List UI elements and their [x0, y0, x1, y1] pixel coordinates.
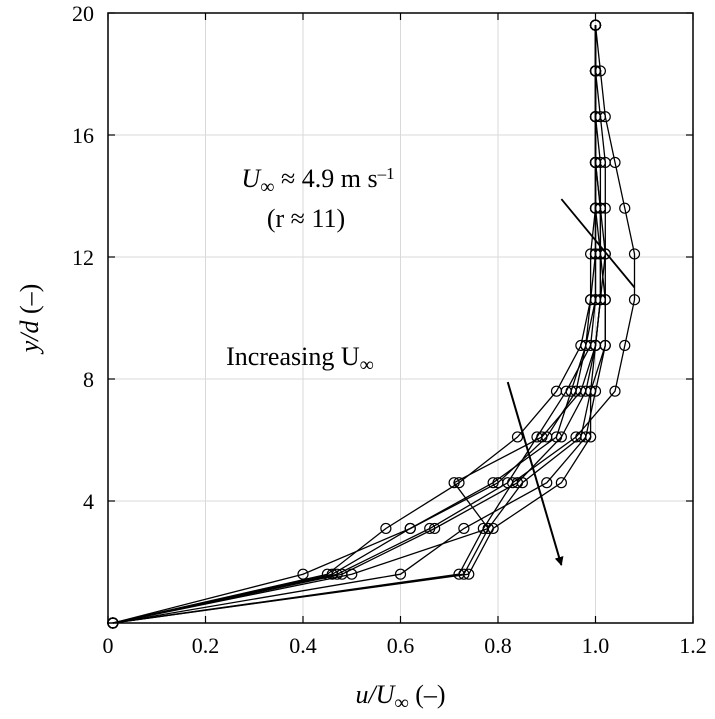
x-axis-label-tail: (–) — [409, 680, 446, 709]
y-tick-label-3: 16 — [72, 123, 94, 148]
series-line-0 — [112, 25, 597, 624]
x-tick-label-4: 0.8 — [484, 633, 512, 658]
annotation-u-inf: U∞ ≈ 4.9 m s–1 (r ≈ 11) — [241, 164, 636, 289]
series-line-9 — [112, 25, 606, 624]
series-line-3 — [112, 25, 597, 624]
x-tick-label-5: 1.0 — [582, 633, 610, 658]
series-9-point-12 — [589, 65, 602, 77]
annotation-u-inf-leader — [560, 198, 636, 289]
annotation-u-inf-main: U — [241, 164, 262, 193]
x-axis-label: u/U∞ (–) — [355, 680, 445, 714]
x-axis-label-sub: ∞ — [394, 692, 408, 714]
series-line-6 — [112, 25, 606, 624]
series-9-point-9 — [599, 202, 611, 214]
annotation-u-inf-line2: (r ≈ 11) — [267, 204, 345, 233]
y-tick-label-1: 8 — [83, 367, 94, 392]
annotation-u-inf-sub: ∞ — [260, 176, 274, 198]
series-7-point-8 — [628, 248, 641, 260]
annotation-increasing: Increasing U∞ — [226, 342, 564, 566]
series-4 — [107, 19, 606, 629]
series-7-point-3 — [507, 477, 519, 489]
series-layer — [107, 19, 641, 629]
annotation-u-inf-line1: U∞ ≈ 4.9 m s–1 — [241, 164, 394, 198]
annotation-increasing-sub: ∞ — [360, 354, 374, 376]
x-tick-label-2: 0.4 — [289, 633, 317, 658]
x-tick-label-6: 1.2 — [679, 633, 707, 658]
series-9-point-5 — [575, 385, 587, 397]
series-5 — [107, 19, 606, 629]
series-7-point-5 — [609, 385, 621, 397]
series-8-point-4 — [585, 431, 597, 443]
series-6-point-3 — [541, 477, 553, 489]
series-line-8 — [112, 25, 606, 624]
x-tick-label-0: 0 — [103, 633, 114, 658]
series-9-point-3 — [448, 477, 460, 489]
series-6-point-1 — [394, 568, 407, 580]
series-9-point-7 — [594, 294, 606, 306]
y-axis-label: y/d (–) — [15, 284, 44, 356]
series-line-7 — [112, 25, 636, 624]
annotation-u-inf-tail: ≈ 4.9 m s — [274, 164, 377, 193]
series-8-point-3 — [555, 477, 567, 489]
series-7-point-9 — [619, 202, 631, 214]
series-0 — [107, 19, 602, 629]
series-9-point-13 — [589, 19, 602, 31]
series-1-point-4 — [511, 431, 524, 443]
y-tick-label-4: 20 — [72, 1, 94, 26]
series-9-point-2 — [482, 522, 494, 535]
annotation-increasing-text: Increasing U∞ — [226, 342, 374, 376]
tick-labels: 0 0.2 0.4 0.6 0.8 1.0 1.2 4 8 12 16 20 — [72, 1, 707, 658]
series-4-point-4 — [555, 431, 567, 443]
series-7 — [107, 19, 641, 629]
y-axis-label-tail: (–) — [15, 284, 44, 321]
series-9 — [107, 19, 611, 629]
x-tick-label-3: 0.6 — [387, 633, 415, 658]
series-6-point-2 — [458, 522, 470, 535]
series-4-point-2 — [429, 522, 441, 535]
series-7-point-6 — [619, 339, 631, 352]
series-5-point-1 — [346, 568, 358, 580]
annotation-u-inf-sup: –1 — [377, 164, 395, 183]
series-1 — [107, 19, 602, 629]
series-line-4 — [112, 25, 602, 624]
series-line-5 — [112, 25, 602, 624]
series-line-2 — [112, 25, 597, 624]
series-9-point-6 — [589, 339, 602, 352]
series-line-1 — [112, 25, 597, 624]
annotation-increasing-main: Increasing U — [226, 342, 360, 371]
ticks — [107, 12, 694, 623]
series-3-point-5 — [560, 385, 572, 397]
x-axis-label-main: u/U — [355, 680, 396, 709]
series-8 — [107, 19, 611, 629]
series-1-point-2 — [380, 522, 392, 535]
y-axis-label-main: y/d — [15, 320, 44, 356]
y-tick-label-0: 4 — [83, 489, 94, 514]
annotation-increasing-arrow — [506, 381, 564, 566]
series-3 — [107, 19, 602, 629]
series-9-point-8 — [599, 248, 611, 260]
series-9-point-4 — [536, 431, 548, 443]
series-2-point-2 — [404, 522, 416, 535]
series-9-point-1 — [458, 568, 470, 580]
y-tick-label-2: 12 — [72, 245, 94, 270]
series-7-point-7 — [628, 294, 641, 306]
series-7-point-4 — [570, 431, 582, 443]
series-9-point-11 — [594, 111, 606, 123]
series-2 — [107, 19, 602, 629]
x-tick-label-1: 0.2 — [192, 633, 220, 658]
series-9-point-10 — [599, 156, 611, 169]
series-6 — [107, 19, 611, 629]
